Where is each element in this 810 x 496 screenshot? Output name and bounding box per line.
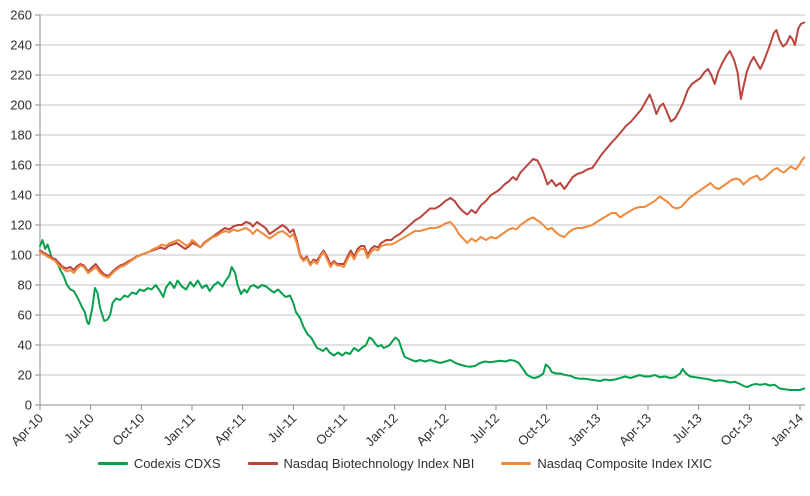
legend-label: Nasdaq Composite Index IXIC [537, 456, 713, 471]
x-tick-label: Oct-10 [109, 411, 147, 449]
y-tick-label: 40 [18, 338, 32, 353]
legend-marker-icon [97, 462, 128, 465]
y-tick-label: 240 [10, 38, 32, 53]
legend-marker-icon [501, 462, 532, 465]
x-tick-label: Apr-13 [616, 411, 654, 449]
y-tick-label: 80 [18, 278, 32, 293]
legend-marker-icon [247, 462, 278, 465]
x-tick-label: Jan-12 [362, 411, 401, 450]
series-line-nasdaq-composite-index-ixic [39, 156, 806, 279]
y-tick-label: 0 [25, 398, 32, 413]
y-tick-label: 180 [10, 128, 32, 143]
y-tick-label: 140 [10, 188, 32, 203]
x-tick-label: Oct-12 [515, 411, 553, 449]
chart-legend: Codexis CDXS Nasdaq Biotechnology Index N… [0, 456, 810, 471]
x-tick-label: Jul-13 [669, 411, 705, 447]
y-tick-label: 160 [10, 158, 32, 173]
y-tick-label: 220 [10, 68, 32, 83]
x-tick-label: Oct-13 [717, 411, 755, 449]
x-tick-label: Apr-10 [8, 411, 46, 449]
legend-label: Codexis CDXS [133, 456, 221, 471]
axes [35, 15, 805, 406]
legend-item-nasdaq-biotechnology-index-nbi: Nasdaq Biotechnology Index NBI [247, 456, 475, 471]
x-tick-label: Apr-11 [211, 411, 249, 449]
y-tick-label: 60 [18, 308, 32, 323]
x-axis-labels: Apr-10 Jul-10 Oct-10 Jan-11 Apr-11 Jul-11 Oct-… [8, 405, 806, 449]
y-tick-label: 100 [10, 248, 32, 263]
y-tick-label: 260 [10, 8, 32, 23]
series-line-codexis-cdxs [39, 239, 806, 391]
y-tick-label: 20 [18, 368, 32, 383]
y-axis-labels: 0 20 40 60 80 100 120 140 160 180 200 220 240 260 [10, 8, 40, 413]
y-tick-label: 120 [10, 218, 32, 233]
gridlines [40, 14, 805, 376]
series-line-nasdaq-biotechnology-index-nbi [39, 21, 806, 277]
x-tick-label: Apr-12 [413, 411, 451, 449]
x-tick-label: Jul-11 [264, 411, 299, 446]
y-tick-label: 200 [10, 98, 32, 113]
legend-item-nasdaq-composite-index-ixic: Nasdaq Composite Index IXIC [501, 456, 712, 471]
x-tick-label: Jul-12 [466, 411, 502, 447]
x-tick-label: Oct-11 [313, 411, 351, 449]
legend-item-codexis-cdxs: Codexis CDXS [97, 456, 221, 471]
chart-plot-area: 0 20 40 60 80 100 120 140 160 180 200 220 240 260 Apr-… [8, 8, 806, 450]
x-tick-label: Jan-11 [160, 411, 198, 449]
x-tick-label: Jan-13 [565, 411, 604, 450]
legend-label: Nasdaq Biotechnology Index NBI [283, 456, 475, 471]
x-tick-label: Jul-10 [61, 411, 97, 447]
x-tick-label: Jan-14 [767, 411, 806, 450]
